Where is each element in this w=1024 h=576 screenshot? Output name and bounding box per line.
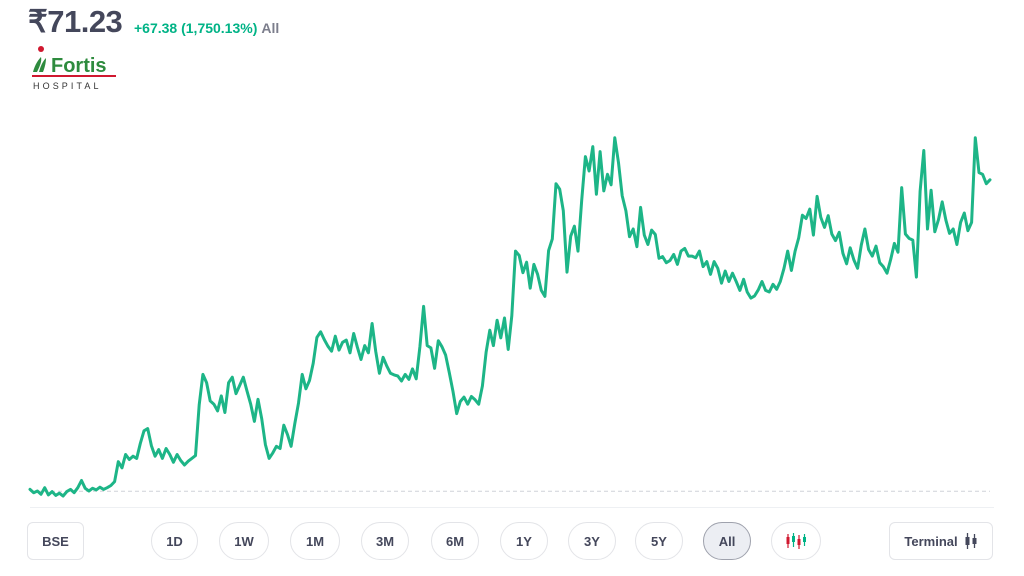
series-line [28, 136, 992, 498]
terminal-candle-icon [965, 533, 977, 549]
controls-divider [30, 507, 994, 508]
range-controls: BSE 1D 1W 1M 3M 6M 1Y 3Y 5Y All Terminal [0, 520, 1024, 564]
range-1y-button[interactable]: 1Y [500, 522, 548, 560]
range-6m-button[interactable]: 6M [431, 522, 479, 560]
fortis-logo: Fortis HOSPITAL [30, 44, 120, 94]
current-price: ₹71.23 [28, 4, 123, 39]
range-3y-button[interactable]: 3Y [568, 522, 616, 560]
range-3m-button[interactable]: 3M [361, 522, 409, 560]
range-5y-button[interactable]: 5Y [635, 522, 683, 560]
candlestick-icon [786, 533, 806, 549]
terminal-button[interactable]: Terminal [889, 522, 993, 560]
range-all-button[interactable]: All [703, 522, 751, 560]
change-period: All [261, 20, 280, 36]
fortis-logo-mark: Fortis HOSPITAL [32, 46, 116, 91]
candlestick-toggle-button[interactable] [771, 522, 821, 560]
terminal-label: Terminal [904, 533, 958, 549]
price-chart [28, 136, 992, 498]
price-change: +67.38 (1,750.13%) All [134, 20, 279, 36]
change-value: +67.38 (1,750.13%) [134, 20, 258, 36]
svg-text:Fortis: Fortis [51, 55, 107, 77]
svg-text:HOSPITAL: HOSPITAL [33, 81, 102, 91]
range-1m-button[interactable]: 1M [290, 522, 340, 560]
range-1d-button[interactable]: 1D [151, 522, 198, 560]
exchange-button[interactable]: BSE [27, 522, 84, 560]
range-1w-button[interactable]: 1W [219, 522, 269, 560]
